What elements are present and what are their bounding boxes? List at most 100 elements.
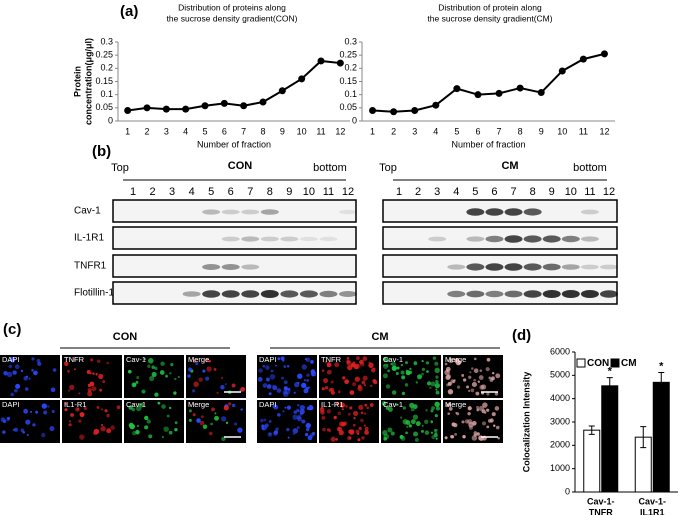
- cell: [100, 425, 106, 432]
- row-label: IL-1R1: [74, 233, 104, 244]
- cell: [448, 358, 454, 364]
- blot: [112, 254, 357, 278]
- cell: [479, 369, 483, 372]
- cell: [357, 384, 362, 389]
- cell: [469, 371, 472, 374]
- cell: [330, 390, 335, 395]
- band: [428, 236, 447, 242]
- cell: [462, 378, 467, 382]
- cell: [174, 377, 177, 381]
- cell: [361, 436, 365, 440]
- x-tick-label: 11: [579, 126, 588, 136]
- cell: [187, 374, 191, 378]
- band: [523, 263, 542, 271]
- cell: [433, 433, 438, 438]
- cell: [471, 381, 477, 388]
- cell: [425, 361, 430, 365]
- cell: [410, 407, 415, 412]
- band: [202, 209, 221, 215]
- cell: [417, 374, 422, 379]
- legend-label: CM: [621, 358, 637, 369]
- cell: [430, 381, 436, 387]
- cell: [102, 380, 106, 384]
- cell: [98, 373, 104, 380]
- cell: [478, 405, 485, 411]
- cell: [454, 358, 460, 364]
- cell: [426, 370, 429, 373]
- cell: [35, 410, 39, 414]
- cell: [303, 388, 309, 394]
- cell: [51, 409, 55, 414]
- y-tick-label: 0.15: [95, 76, 113, 86]
- band: [319, 290, 338, 298]
- band: [241, 236, 260, 242]
- cell: [434, 367, 440, 373]
- point: [162, 105, 170, 113]
- band: [600, 290, 618, 298]
- cell: [90, 358, 94, 362]
- fraction-label: 8: [267, 186, 273, 198]
- cell: [453, 379, 456, 382]
- cell: [352, 361, 356, 365]
- cell: [395, 403, 399, 407]
- cell: [467, 406, 472, 411]
- cell: [454, 432, 458, 436]
- cell: [363, 412, 367, 415]
- cell: [406, 425, 409, 428]
- cell: [382, 429, 388, 436]
- fraction-label: 5: [472, 186, 478, 198]
- cell: [353, 410, 359, 416]
- cell: [447, 402, 452, 407]
- cell: [370, 367, 376, 373]
- cell: [305, 422, 311, 429]
- x-tick-label: 9: [539, 126, 544, 136]
- cell: [272, 404, 276, 409]
- cell: [444, 369, 450, 376]
- point: [336, 59, 344, 67]
- band: [221, 264, 240, 270]
- channel-label: IL1-R1: [321, 400, 344, 409]
- cell: [116, 405, 121, 410]
- cell: [14, 388, 18, 393]
- band: [580, 209, 599, 215]
- cell: [349, 390, 355, 395]
- cell: [425, 409, 428, 412]
- cell: [263, 418, 267, 422]
- band: [504, 263, 523, 271]
- cell: [132, 382, 137, 387]
- cell: [260, 418, 264, 423]
- bar: [601, 385, 619, 493]
- band: [241, 209, 260, 215]
- cell: [296, 426, 300, 430]
- cell: [299, 408, 305, 415]
- y-axis-label: Colocalization Intensity: [521, 372, 531, 473]
- point: [495, 89, 503, 97]
- cell: [358, 404, 364, 411]
- cell: [220, 416, 227, 422]
- cell: [430, 431, 434, 434]
- cell: [400, 363, 404, 367]
- fraction-label: 11: [584, 186, 595, 198]
- cell: [383, 363, 389, 369]
- chart-title: the sucrose density gradient(CON): [167, 13, 298, 23]
- x-axis-label: Number of fraction: [451, 139, 525, 149]
- cell: [447, 389, 454, 395]
- cell: [334, 362, 340, 368]
- cell: [293, 410, 298, 414]
- cell: [434, 401, 440, 408]
- fraction-label: 9: [549, 186, 555, 198]
- cell: [339, 402, 346, 408]
- cell: [408, 424, 412, 428]
- chart-title: Distribution of proteins along: [178, 2, 286, 12]
- band: [561, 235, 580, 243]
- cell: [333, 415, 337, 420]
- cell: [20, 369, 24, 373]
- cell: [64, 361, 69, 366]
- cell: [273, 431, 278, 436]
- band: [221, 236, 240, 242]
- cell: [36, 358, 41, 363]
- cell: [305, 427, 310, 432]
- cell: [200, 415, 204, 419]
- channel-label: DAPI: [2, 355, 20, 364]
- cell: [328, 429, 332, 433]
